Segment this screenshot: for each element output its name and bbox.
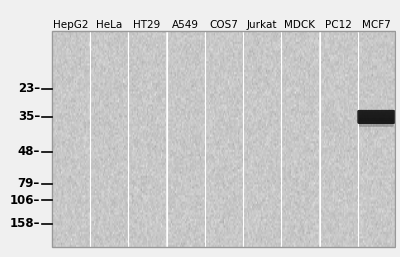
Text: 106–: 106– [10, 194, 40, 207]
Text: 35–: 35– [18, 111, 40, 123]
Text: MDCK: MDCK [284, 20, 315, 30]
Text: 23–: 23– [18, 82, 40, 95]
Text: HT29: HT29 [133, 20, 161, 30]
Text: 79–: 79– [18, 177, 40, 190]
FancyBboxPatch shape [359, 112, 394, 121]
Text: HeLa: HeLa [96, 20, 122, 30]
Text: Jurkat: Jurkat [246, 20, 277, 30]
Text: MCF7: MCF7 [362, 20, 391, 30]
FancyBboxPatch shape [359, 115, 394, 124]
Text: A549: A549 [172, 20, 199, 30]
FancyBboxPatch shape [359, 118, 394, 127]
Text: 48–: 48– [18, 145, 40, 158]
Text: HepG2: HepG2 [53, 20, 88, 30]
Text: PC12: PC12 [325, 20, 352, 30]
Text: COS7: COS7 [209, 20, 238, 30]
Text: 158–: 158– [10, 217, 40, 230]
FancyBboxPatch shape [357, 110, 395, 124]
